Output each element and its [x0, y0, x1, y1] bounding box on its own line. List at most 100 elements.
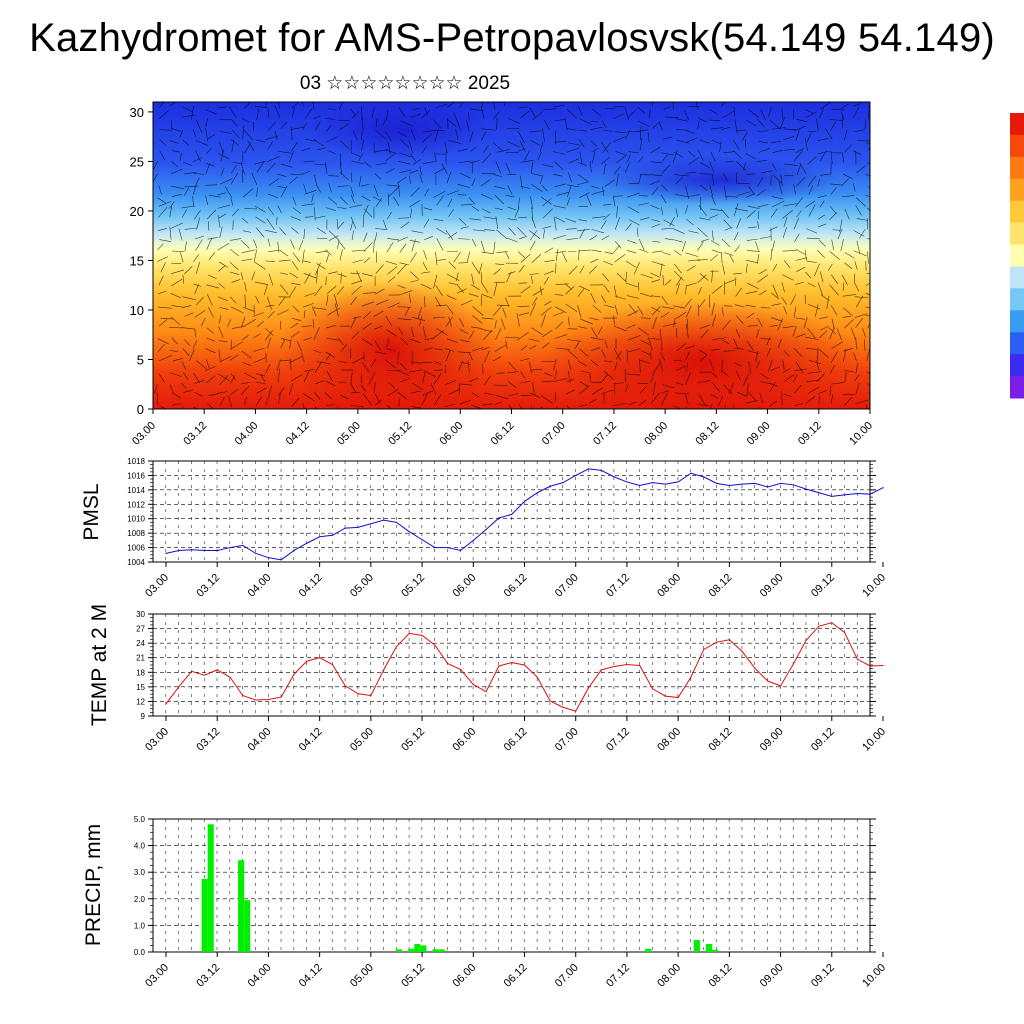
temp-2m-point — [587, 687, 590, 689]
temp-2m-point — [472, 683, 474, 686]
x-tick-label: 06.00 — [450, 962, 478, 990]
pmsl-point — [216, 549, 218, 552]
grid — [148, 613, 876, 717]
y-tick-label: 15 — [130, 253, 144, 268]
x-tick-label: 09.00 — [758, 962, 786, 990]
pmsl-point — [703, 476, 705, 478]
x-tick-label: 06.00 — [450, 726, 478, 754]
temp-2m-point — [523, 664, 526, 666]
precip-bar — [705, 944, 713, 952]
colorbar-swatch — [1010, 134, 1024, 158]
colorbar-swatch — [1010, 222, 1024, 246]
y-tick-label: 1012 — [127, 500, 145, 509]
colorbar-swatch — [1010, 156, 1024, 180]
temp-2m-point — [485, 691, 487, 693]
y-tick-label: 20 — [130, 204, 144, 219]
pmsl-point — [472, 539, 474, 541]
x-tick-label: 08.00 — [655, 726, 683, 754]
y-tick-label: 2.0 — [134, 895, 146, 904]
y-axis-label: TEMP at 2 M — [88, 604, 111, 726]
precip-bar — [432, 949, 439, 952]
temp-2m-point — [856, 658, 858, 660]
temp-2m-point — [383, 669, 385, 671]
colorbar-swatch — [1010, 266, 1024, 289]
chart-title: Kazhydromet for AMS-Petropavlosvsk(54.14… — [29, 16, 995, 60]
pmsl-point — [587, 468, 590, 470]
y-tick-label: 24 — [136, 639, 145, 648]
x-tick-label: 03.00 — [143, 572, 171, 600]
pmsl-point — [319, 536, 321, 538]
colorbar-swatch — [1010, 200, 1024, 224]
x-tick-label: 07.12 — [591, 420, 619, 448]
x-tick-label: 05.12 — [399, 572, 427, 600]
pmsl-point — [805, 488, 807, 490]
precip-bar — [207, 824, 214, 952]
pmsl-point — [383, 519, 385, 521]
x-tick-label: 07.12 — [604, 962, 632, 990]
temp-2m-point — [715, 641, 718, 643]
y-tick-label: 9 — [141, 712, 146, 721]
pmsl-point — [843, 494, 846, 496]
y-tick-label: 18 — [136, 668, 145, 677]
x-tick-label: 04.00 — [246, 962, 274, 990]
x-tick-label: 03.12 — [194, 962, 222, 990]
x-tick-label: 05.00 — [335, 420, 363, 448]
temp-2m-point — [677, 696, 679, 699]
y-tick-label: 10 — [130, 303, 144, 318]
pmsl-point — [280, 559, 282, 561]
colorbar-swatch — [1010, 354, 1024, 377]
pmsl-point — [447, 546, 449, 549]
x-tick-label: 08.00 — [642, 420, 670, 448]
x-tick-label: 05.00 — [348, 572, 376, 600]
temp-2m-point — [613, 665, 615, 668]
x-tick-label: 07.00 — [553, 726, 581, 754]
y-tick-label: 25 — [130, 154, 144, 169]
precip-bar — [438, 949, 445, 952]
pmsl-point — [831, 495, 833, 497]
temp-2m-point — [331, 663, 334, 666]
y-tick-label: 1014 — [127, 486, 145, 495]
pmsl-point — [792, 484, 794, 486]
pmsl-point — [779, 482, 782, 484]
temp-2m-point — [818, 625, 820, 627]
x-tick-label: 07.12 — [604, 726, 632, 754]
pmsl-point — [203, 549, 206, 552]
y-tick-label: 4.0 — [134, 842, 146, 851]
colorbar-swatch — [1010, 113, 1024, 136]
chart-subtitle: 03 ☆☆☆☆☆☆☆☆ 2025 — [299, 73, 511, 94]
x-tick-label: 08.00 — [655, 962, 683, 990]
y-tick-label: 27 — [136, 625, 145, 634]
pmsl-point — [242, 544, 244, 547]
pmsl-point — [575, 474, 577, 477]
temp-2m-point — [767, 680, 769, 682]
y-tick-label: 1004 — [127, 558, 145, 567]
temp-2m-point — [370, 695, 372, 697]
x-tick-label: 09.00 — [758, 572, 786, 600]
y-tick-label: 12 — [136, 697, 145, 706]
temp-2m-point — [242, 695, 244, 697]
pmsl-point — [306, 542, 308, 544]
x-tick-label: 06.12 — [502, 726, 530, 754]
pmsl-point — [459, 549, 462, 552]
x-tick-label: 09.12 — [796, 420, 824, 448]
y-tick-label: 1016 — [127, 471, 145, 480]
pmsl-point — [728, 484, 730, 487]
x-tick-label: 06.12 — [489, 420, 517, 448]
temp-2m-point — [741, 650, 743, 652]
cross-section-field — [153, 102, 870, 409]
pmsl-point — [626, 481, 628, 483]
y-tick-label: 1018 — [127, 457, 145, 466]
temp-2m-point — [293, 673, 295, 675]
x-tick-label: 04.00 — [246, 572, 274, 600]
temp-2m-point — [690, 676, 692, 678]
pmsl-point — [229, 546, 231, 549]
precip-chart: 0.0 1.0 2.0 3.0 4.0 5.0 03.00 03.12 04.00 04.12 05… — [82, 815, 888, 990]
pmsl-point — [639, 484, 641, 487]
pmsl-point — [536, 492, 538, 494]
colorbar-swatch — [1010, 332, 1024, 355]
precip-bar — [420, 945, 427, 952]
x-tick-label: 03.00 — [143, 726, 171, 754]
temp-2m-point — [562, 706, 564, 708]
temp-2m-point — [408, 632, 410, 635]
temp-2m-point — [831, 622, 833, 624]
